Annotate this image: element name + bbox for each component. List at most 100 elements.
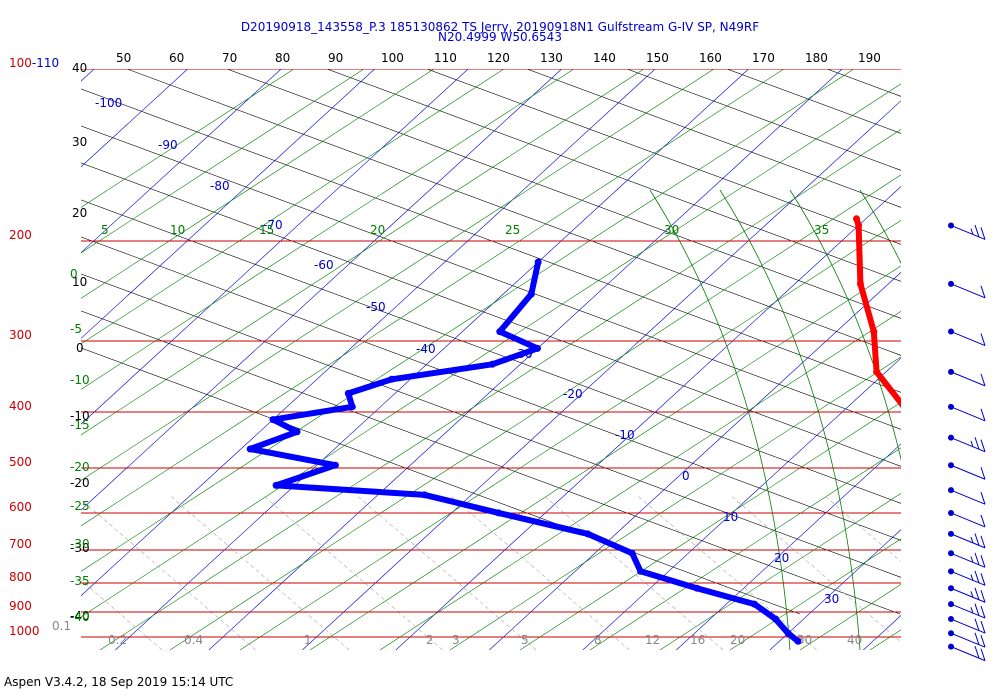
- grid-labels: 50 60 70 80 90 100 110 120 130 140 150 160 170 180 190…: [52, 51, 881, 647]
- wind-barb-flag: [980, 555, 986, 568]
- pressure-label: 600: [9, 500, 32, 514]
- dewpoint-profile-point: [293, 428, 301, 436]
- top-scale-label: 190: [858, 51, 881, 65]
- mixing-ratio-line: [636, 494, 817, 650]
- wind-barb-flag: [980, 439, 986, 452]
- dry-adiabat: [326, 69, 901, 282]
- mixing-ratio-line: [729, 494, 901, 643]
- dewpoint-profile-point: [344, 389, 352, 397]
- isotherm: [81, 69, 656, 597]
- height-label: 30: [72, 135, 87, 149]
- wind-barb-flag: [980, 514, 986, 528]
- dewpoint-profile-point: [534, 344, 541, 352]
- moist-adiabat: [81, 69, 435, 299]
- wind-barb-staff: [950, 632, 986, 648]
- moist-adiabat: [239, 219, 901, 650]
- isotherm-label: -10: [615, 428, 635, 442]
- dry-adiabat: [81, 162, 901, 467]
- wind-barb-half-flag: [970, 591, 974, 598]
- dewpoint-profile-point: [637, 567, 644, 575]
- temperature-profile-point: [930, 462, 937, 469]
- moist-adiabat: [81, 83, 901, 618]
- temperature-profile-point: [873, 368, 881, 376]
- dry-adiabat: [126, 69, 901, 356]
- isotherm: [81, 69, 282, 254]
- isotherm: [81, 69, 469, 425]
- pressure-label: 500: [9, 455, 32, 469]
- wind-barb-flag: [980, 285, 986, 298]
- chart-subtitle: N20.4999 W50.6543: [438, 30, 562, 44]
- height-label: -30: [70, 541, 90, 555]
- wind-barb-staff: [950, 406, 986, 422]
- moist-adiabat-curve: [859, 189, 901, 265]
- mixing-ratio-line: [917, 495, 1000, 650]
- temperature-profile-point: [963, 509, 970, 516]
- dewpoint-profile-point: [534, 258, 542, 266]
- wind-barb-staff: [950, 570, 986, 586]
- isotherm: [81, 69, 188, 168]
- pressure-label-part: -110: [32, 56, 59, 70]
- wind-barb-flag: [974, 587, 980, 600]
- isotherm-label: -100: [95, 96, 122, 110]
- dewpoint-profile-point: [421, 491, 429, 499]
- mixing-ratio-label: 12: [645, 633, 660, 647]
- dewpoint-profile-point: [772, 615, 779, 623]
- wind-barb-staff: [950, 437, 986, 453]
- dewpoint-profile-point: [348, 403, 356, 411]
- footer-text: Aspen V3.4.2, 18 Sep 2019 15:14 UTC: [4, 675, 234, 689]
- dry-adiabat: [226, 69, 901, 319]
- isotherm: [769, 529, 901, 650]
- isotherm-label: 0: [682, 469, 690, 483]
- dewpoint-profile-point: [496, 328, 504, 336]
- wind-barb-flag: [980, 492, 986, 505]
- moist-adiabat: [519, 401, 901, 650]
- pressure-label-part: 100: [9, 56, 32, 70]
- dewpoint-profile-point: [272, 481, 280, 489]
- moist-adiabat: [81, 69, 295, 208]
- isotherm: [582, 357, 901, 650]
- moist-adiabat: [81, 69, 855, 572]
- moist-adiabat: [81, 69, 575, 390]
- wind-barb-column: [948, 222, 986, 662]
- moist-adiabat-label: 5: [101, 223, 109, 237]
- mixing-ratio-label: 40: [847, 633, 862, 647]
- top-scale-label: 110: [434, 51, 457, 65]
- isotherm: [676, 443, 901, 650]
- moist-left-label: -5: [70, 322, 82, 336]
- dry-adiabat: [81, 236, 901, 541]
- mixing-ratio-label: 0.4: [184, 633, 203, 647]
- dewpoint-profile-point: [488, 360, 496, 368]
- top-scale-label: 180: [805, 51, 828, 65]
- chart-title: D20190918_143558_P.3 185130862 TS Jerry,…: [240, 20, 760, 34]
- wind-barb-staff: [950, 224, 986, 240]
- temperature-profile-point: [856, 280, 864, 288]
- moist-adiabat: [940, 65, 1000, 650]
- moist-adiabat-label: 20: [370, 223, 385, 237]
- wind-barb-flag: [980, 635, 986, 648]
- moist-adiabat: [309, 265, 901, 650]
- dewpoint-profile-point: [388, 375, 396, 383]
- mixing-ratio-line: [449, 494, 630, 650]
- isotherm: [81, 69, 562, 511]
- dewpoint-profile-point: [527, 290, 535, 298]
- top-scale-label: 100: [381, 51, 404, 65]
- wind-barb-staff: [950, 646, 986, 662]
- temperature-profile-point: [855, 221, 863, 229]
- moist-adiabat-label: 25: [505, 223, 520, 237]
- dewpoint-profile-point: [628, 549, 636, 557]
- moist-adiabat: [169, 174, 901, 650]
- mixing-ratio-label: 8: [594, 633, 602, 647]
- isotherm-label: -70: [263, 218, 283, 232]
- isotherm: [302, 100, 901, 650]
- wind-barb-half-flag: [970, 440, 974, 448]
- temperature-profile-point: [993, 550, 1000, 557]
- pressure-label: 1000: [9, 624, 40, 638]
- dewpoint-profile-point: [495, 509, 502, 517]
- wind-barb-staff: [950, 331, 986, 347]
- wind-barb-flag: [974, 437, 980, 450]
- isotherm: [81, 69, 375, 339]
- wind-barb-flag: [974, 618, 980, 631]
- dewpoint-profile-point: [584, 530, 592, 538]
- moist-adiabat-label: 10: [170, 223, 185, 237]
